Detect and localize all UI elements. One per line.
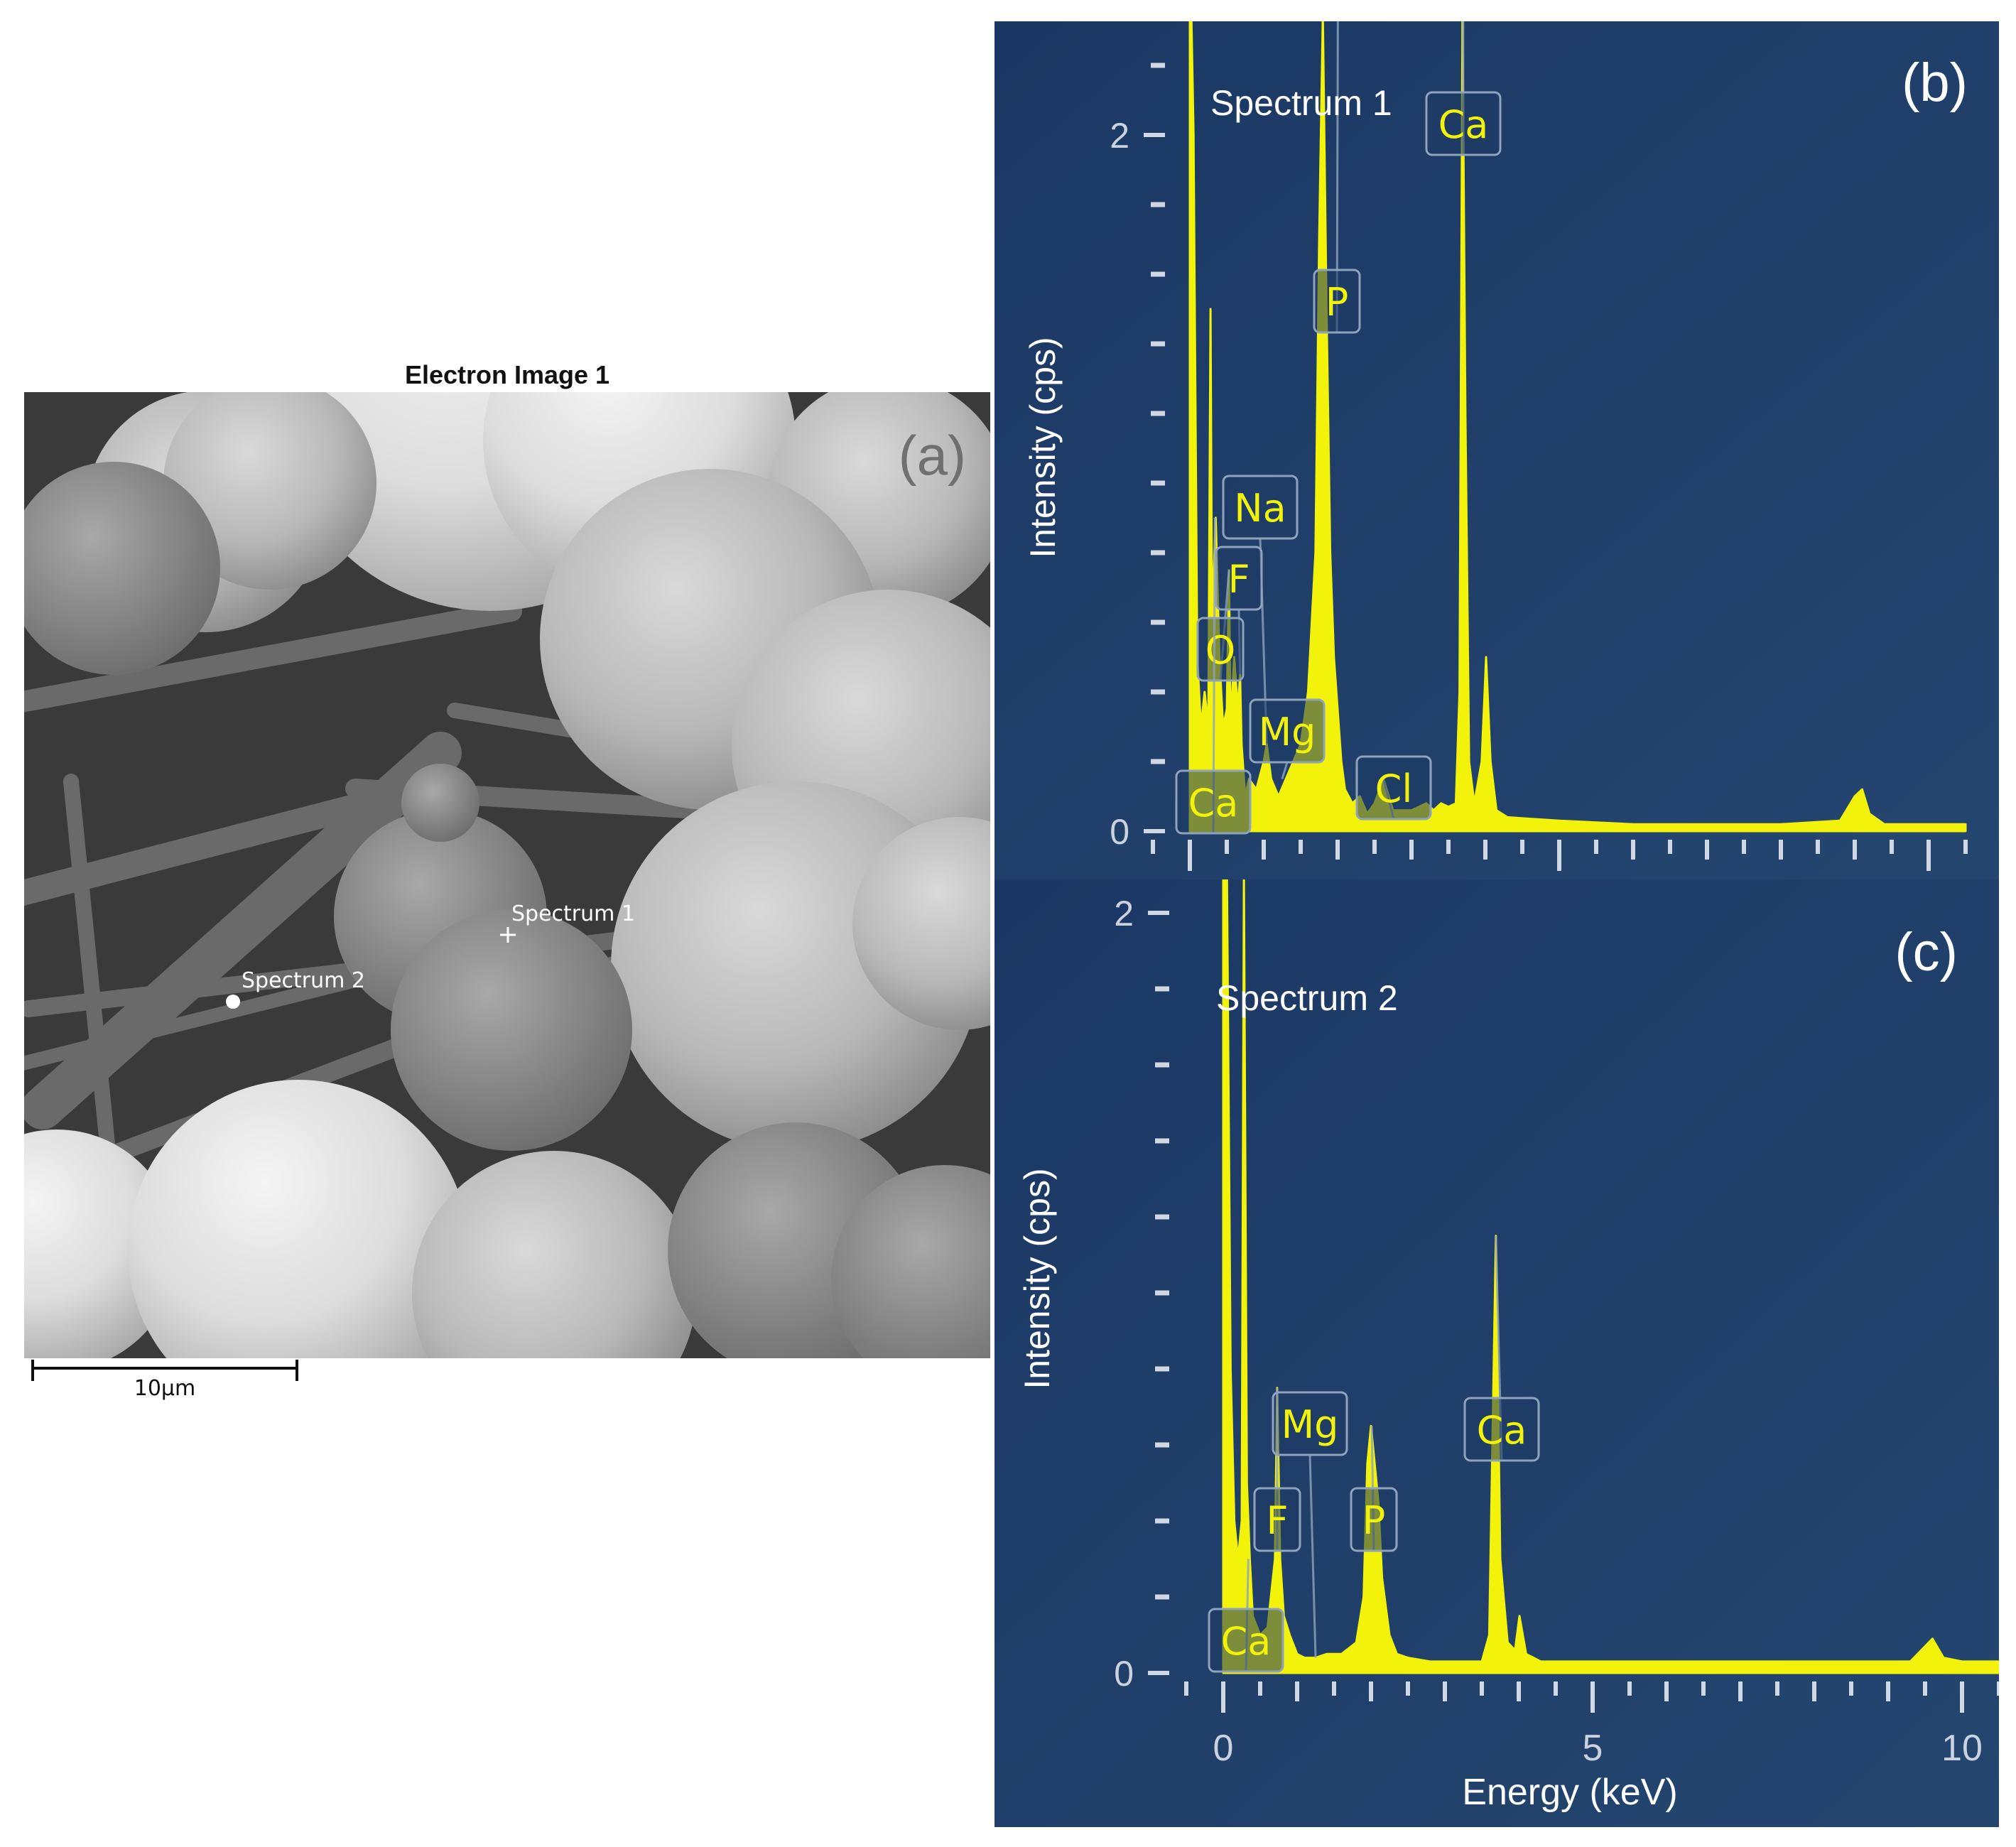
sem-image: Spectrum 1 Spectrum 2 (a) <box>24 392 990 1358</box>
peak-label-box <box>1350 1487 1398 1552</box>
x-axis-label: Energy (keV) <box>1462 1772 1677 1813</box>
peak-label-box <box>1355 755 1432 820</box>
y-tick-label: 0 <box>1114 1654 1134 1694</box>
peak-label-box <box>1272 1391 1348 1456</box>
peak-label: Cl <box>1375 767 1413 811</box>
y-axis-label: Intensity (cps) <box>1017 1168 1057 1389</box>
peak-label-box <box>1425 91 1502 156</box>
spectrum-trace <box>1222 879 1999 1674</box>
chart-c: 0240510Intensity (cps)Energy (keV)MgCaFP… <box>1017 879 1999 1813</box>
peak-label: Ca <box>1438 102 1489 147</box>
x-tick-label: 5 <box>1583 1728 1603 1769</box>
peak-label: Mg <box>1281 1402 1339 1447</box>
peak-label-box <box>1313 269 1361 334</box>
electron-image-title: Electron Image 1 <box>405 360 609 389</box>
spectrum1-label: Spectrum 1 <box>511 901 635 926</box>
peak-label-leader <box>1281 762 1289 779</box>
peak-label: Na <box>1234 486 1286 531</box>
peak-label: Ca <box>1188 781 1239 825</box>
peak-label-box <box>1249 698 1326 764</box>
peak-label: Ca <box>1221 1619 1272 1664</box>
peak-label-box <box>1208 1608 1284 1673</box>
spectrum2-label: Spectrum 2 <box>242 968 365 993</box>
peak-label: P <box>1362 1498 1386 1543</box>
peak-label-box <box>1222 475 1299 540</box>
panel-b-background <box>995 21 1999 879</box>
panel-c: 0240510Intensity (cps)Energy (keV)MgCaFP… <box>995 879 1999 1827</box>
y-tick-label: 2 <box>1110 116 1129 156</box>
x-tick-label: 0 <box>1213 1728 1234 1769</box>
panel-b-label: (b) <box>1902 53 1968 113</box>
peak-label: Mg <box>1259 710 1316 754</box>
peak-label: F <box>1228 557 1250 602</box>
peak-label-box <box>1196 617 1245 682</box>
scale-bar <box>31 1360 298 1381</box>
peak-label: P <box>1326 280 1349 325</box>
x-tick-label: 10 <box>1941 1728 1983 1769</box>
y-axis-label: Intensity (cps) <box>1023 337 1063 558</box>
panel-c-spectrum-label: Spectrum 2 <box>1216 978 1398 1018</box>
peak-label-box <box>1463 1397 1540 1462</box>
spectrum2-marker <box>226 995 240 1009</box>
panel-a: Electron Image 1 <box>24 360 990 1401</box>
peak-label: O <box>1205 628 1236 673</box>
peak-label-box <box>1253 1487 1301 1552</box>
scale-bar-label: 10µm <box>134 1376 195 1401</box>
peak-label-leader <box>1335 21 1339 333</box>
peak-label: Ca <box>1477 1408 1527 1453</box>
peak-label-leader <box>1308 1454 1317 1658</box>
y-tick-label: 2 <box>1114 894 1134 933</box>
panel-c-label: (c) <box>1895 922 1958 982</box>
spectrum1-marker <box>500 927 516 943</box>
panel-a-label: (a) <box>899 424 966 487</box>
y-tick-label: 0 <box>1110 812 1129 852</box>
panel-b-spectrum-label: Spectrum 1 <box>1210 83 1392 123</box>
peak-label: F <box>1266 1498 1288 1543</box>
peak-label-box <box>1175 769 1252 835</box>
